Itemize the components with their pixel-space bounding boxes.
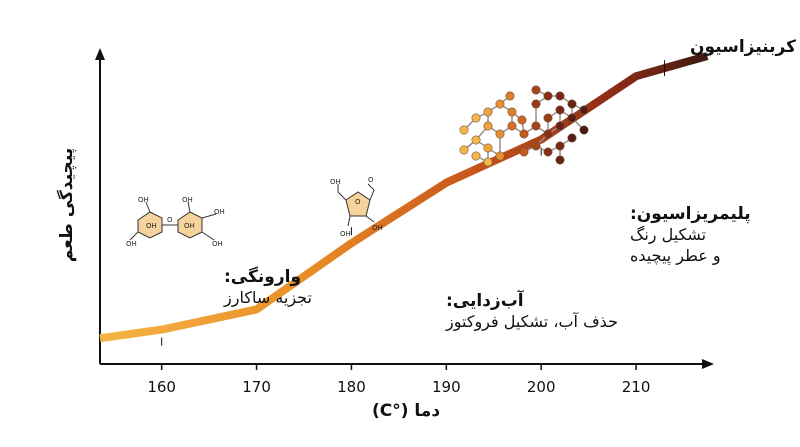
y-axis-title: پیچیدگی طعم	[56, 148, 77, 262]
annotation-line: تجزیه ساکارز	[223, 288, 312, 308]
molecule-atom	[519, 129, 529, 139]
molecule-atom	[495, 129, 505, 139]
x-tick-label: 190	[432, 378, 461, 396]
annotation-title: پلیمریزاسیون:	[630, 204, 751, 224]
molecule-atom	[567, 99, 577, 109]
molecule-atom	[483, 107, 493, 117]
annotations: وارونگی:تجزیه ساکارز آب‌زدایی:حذف آب، تشک…	[161, 37, 796, 346]
molecule-oh-label: OH	[184, 222, 195, 230]
x-tick-label: 180	[337, 378, 366, 396]
molecule-atom	[531, 85, 541, 95]
molecule-atom	[495, 99, 505, 109]
molecule-atom	[555, 91, 565, 101]
molecule-o-label: O	[167, 216, 173, 224]
x-tick-label: 200	[527, 378, 556, 396]
molecule-atom	[471, 135, 481, 145]
molecule-atom	[555, 121, 565, 131]
molecule-atom	[483, 157, 493, 167]
molecule-atom	[555, 141, 565, 151]
molecule-oh-label: OH	[330, 178, 341, 186]
annotation-title: آب‌زدایی:	[446, 289, 525, 311]
molecule-atom	[567, 133, 577, 143]
annotation-line: حذف آب، تشکیل فروکتوز	[445, 312, 618, 332]
fructose-molecule-icon: OH O O OH OH	[330, 176, 383, 238]
molecule-atom	[543, 91, 553, 101]
molecule-atom	[483, 143, 493, 153]
molecule-atom	[507, 121, 517, 131]
molecule-atom	[505, 91, 515, 101]
molecule-atom	[531, 141, 541, 151]
molecule-atom	[543, 129, 553, 139]
molecule-atom	[567, 113, 577, 123]
x-tick-label: 170	[242, 378, 271, 396]
molecule-atom	[555, 155, 565, 165]
molecule-atom	[507, 107, 517, 117]
molecule-atom	[543, 113, 553, 123]
molecule-atom	[471, 113, 481, 123]
molecule-atom	[555, 105, 565, 115]
molecule-atom	[579, 105, 589, 115]
molecule-oh-label: OH	[182, 196, 193, 204]
molecule-atom	[471, 151, 481, 161]
x-axis-title: دما (°C)	[372, 401, 440, 421]
molecule-atom	[459, 125, 469, 135]
annotation-line: تشکیل رنگ	[630, 225, 706, 245]
molecule-oh-label: OH	[146, 222, 157, 230]
x-tick-label: 210	[622, 378, 651, 396]
molecule-oh-label: OH	[212, 240, 223, 248]
annotation-title: کربنیزاسیون	[690, 37, 796, 57]
sucrose-molecule-icon: OH OH OH OH OH OH OH O	[126, 196, 225, 248]
x-ticks: 160 170 180 190 200 210	[147, 364, 650, 396]
annotation-title: وارونگی:	[224, 266, 301, 287]
molecule-atom	[459, 145, 469, 155]
molecule-atom	[579, 125, 589, 135]
molecule-oh-label: OH	[214, 208, 225, 216]
molecule-oh-label: OH	[372, 224, 383, 232]
molecule-atom	[519, 147, 529, 157]
molecule-atom	[495, 151, 505, 161]
molecule-oh-label: OH	[138, 196, 149, 204]
molecule-atom	[543, 147, 553, 157]
molecule-atom	[483, 121, 493, 131]
molecule-atom	[531, 121, 541, 131]
molecule-o-label: O	[368, 176, 374, 184]
x-tick-label: 160	[147, 378, 176, 396]
annotation-line: و عطر پیچیده	[630, 246, 721, 266]
molecule-o-label: O	[355, 198, 361, 206]
molecule-oh-label: OH	[126, 240, 137, 248]
molecule-atom	[517, 115, 527, 125]
molecule-oh-label: OH	[340, 230, 351, 238]
series-line	[99, 52, 709, 343]
polymer-molecule-icon	[459, 85, 589, 167]
molecule-atom	[531, 99, 541, 109]
